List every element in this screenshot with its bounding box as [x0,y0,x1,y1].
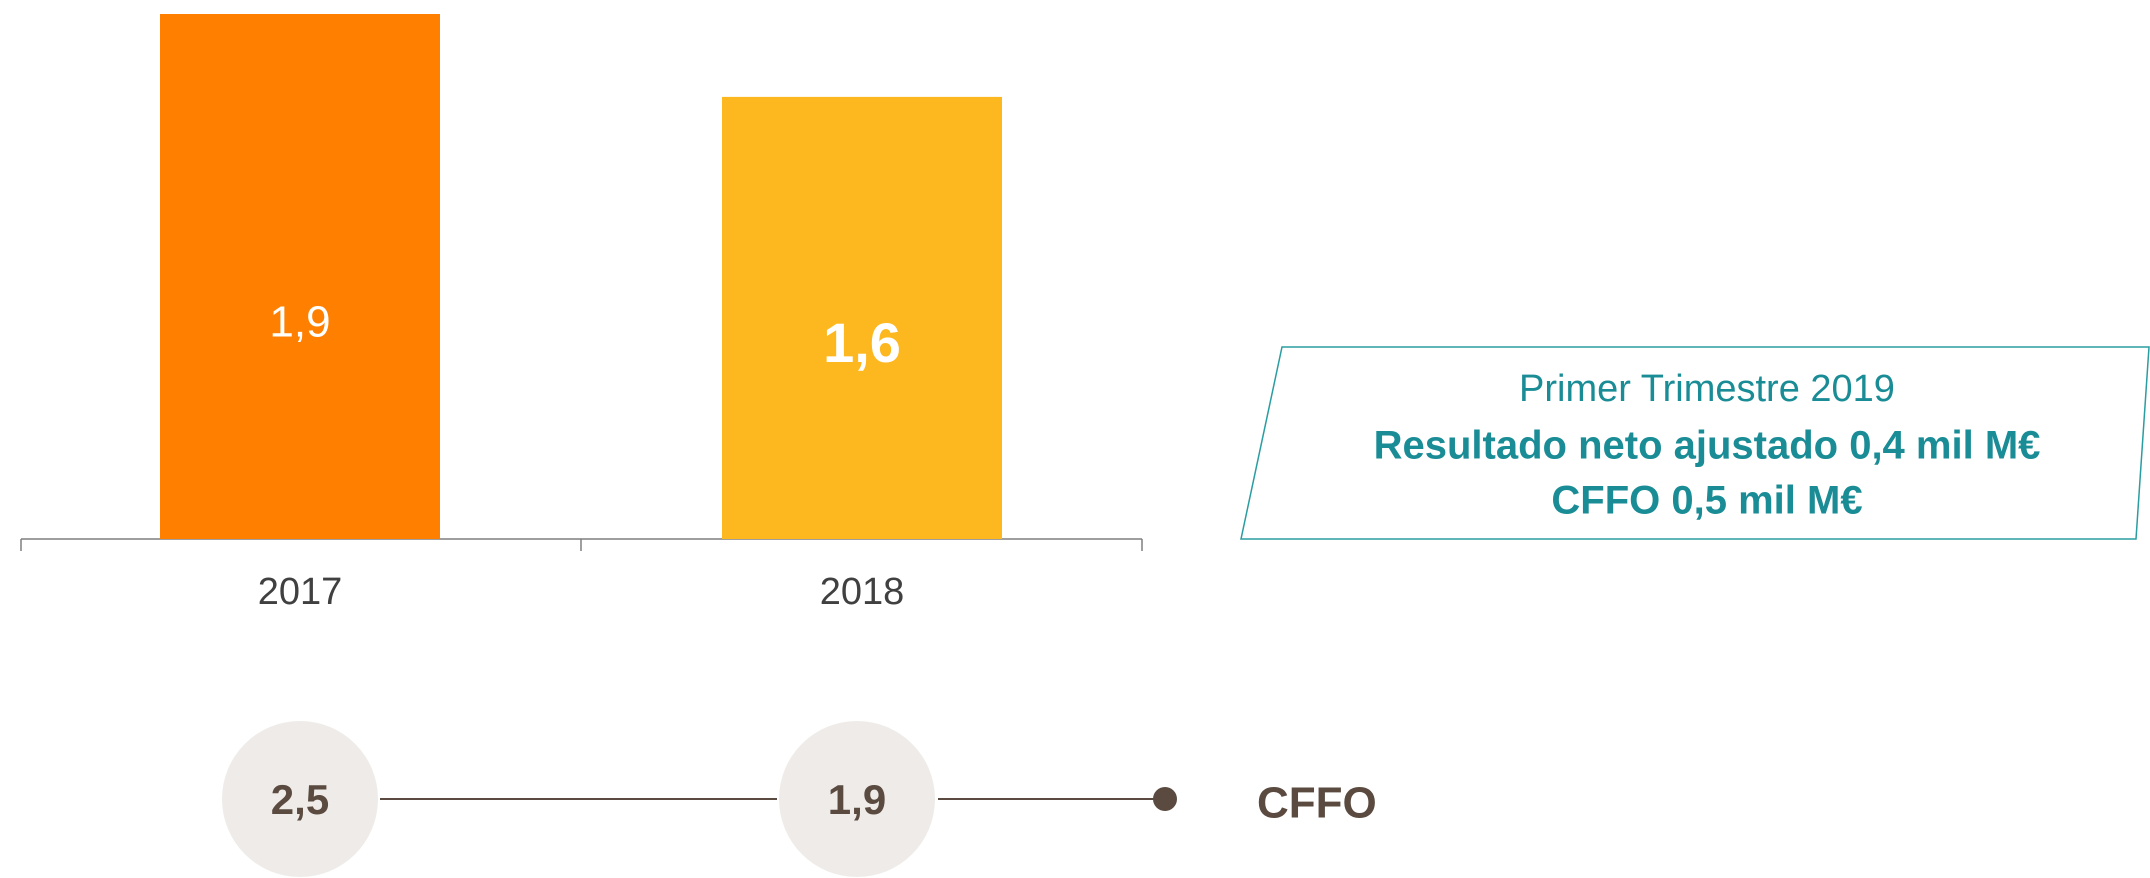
cffo-circle [222,721,378,877]
annotation-line: Resultado neto ajustado 0,4 mil M€ [1374,424,2041,468]
connector-dot [1153,787,1177,811]
annotation-line: Primer Trimestre 2019 [1519,368,1895,410]
cffo-value: 2,5 [271,776,329,823]
bar [160,14,440,539]
cffo-circle [779,721,935,877]
annotation-box [1240,346,2150,540]
row-label: CFFO [1257,779,1377,828]
value-label: 1,9 [269,298,330,347]
cffo-value: 1,9 [828,776,886,823]
value-label: 1,6 [823,311,901,374]
annotation-line: CFFO 0,5 mil M€ [1551,479,1862,523]
x-tick-label: 2018 [820,571,905,613]
x-tick-label: 2017 [258,571,343,613]
bar [722,96,1002,539]
